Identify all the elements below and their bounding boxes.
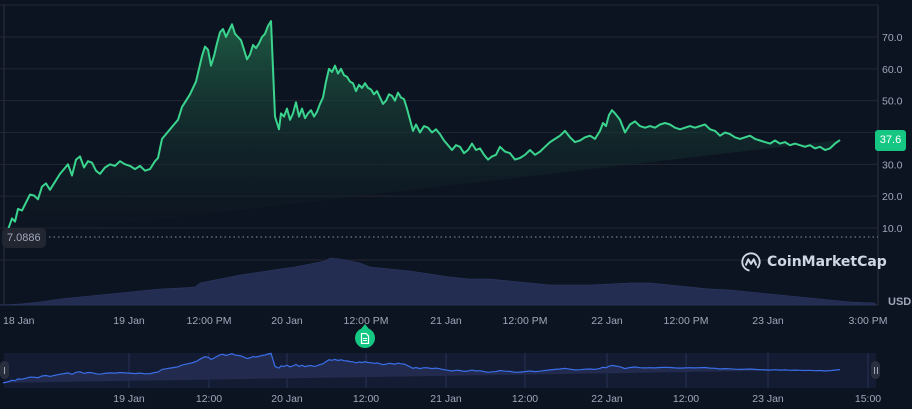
navigator-right-handle[interactable] xyxy=(871,361,880,379)
svg-text:23 Jan: 23 Jan xyxy=(752,393,784,405)
svg-text:18 Jan: 18 Jan xyxy=(3,315,35,327)
svg-text:19 Jan: 19 Jan xyxy=(113,315,145,327)
svg-text:21 Jan: 21 Jan xyxy=(430,315,462,327)
svg-text:22 Jan: 22 Jan xyxy=(591,315,623,327)
svg-text:22 Jan: 22 Jan xyxy=(591,393,623,405)
svg-text:12:00: 12:00 xyxy=(196,393,222,405)
navigator-left-handle[interactable] xyxy=(0,361,9,379)
coinmarketcap-logo: CoinMarketCap xyxy=(740,251,887,273)
navigator-line xyxy=(2,352,841,384)
svg-text:12:00: 12:00 xyxy=(673,393,699,405)
svg-text:19 Jan: 19 Jan xyxy=(113,393,145,405)
svg-text:20 Jan: 20 Jan xyxy=(271,315,303,327)
current-price-tag: 37.6 xyxy=(875,130,906,151)
svg-text:12:00 PM: 12:00 PM xyxy=(664,315,709,327)
x-axis: 18 Jan 19 Jan 12:00 PM 20 Jan 12:00 PM 21 Jan… xyxy=(3,315,888,327)
svg-text:12:00: 12:00 xyxy=(353,393,379,405)
svg-text:12:00 PM: 12:00 PM xyxy=(344,315,389,327)
svg-text:20.0: 20.0 xyxy=(882,191,903,203)
document-icon xyxy=(360,332,370,344)
svg-text:23 Jan: 23 Jan xyxy=(752,315,784,327)
svg-text:20 Jan: 20 Jan xyxy=(271,393,303,405)
navigator-area xyxy=(3,353,840,383)
svg-text:12:00 PM: 12:00 PM xyxy=(503,315,548,327)
price-area-fill xyxy=(3,21,840,238)
svg-text:12:00: 12:00 xyxy=(512,393,538,405)
volume-bars xyxy=(0,257,876,306)
svg-text:50.0: 50.0 xyxy=(882,96,903,108)
svg-text:21 Jan: 21 Jan xyxy=(430,393,462,405)
coinmarketcap-icon xyxy=(741,252,761,272)
price-line xyxy=(2,20,841,238)
svg-text:70.0: 70.0 xyxy=(882,32,903,44)
svg-text:15:00: 15:00 xyxy=(855,393,881,405)
currency-label: USD xyxy=(888,296,912,308)
svg-text:12:00 PM: 12:00 PM xyxy=(187,315,232,327)
event-marker[interactable] xyxy=(355,324,375,348)
svg-text:3:00 PM: 3:00 PM xyxy=(848,315,887,327)
svg-text:30.0: 30.0 xyxy=(882,159,903,171)
navigator-x-axis: 19 Jan 12:00 20 Jan 12:00 21 Jan 12:00 22 Jan 1… xyxy=(113,393,881,405)
logo-text: CoinMarketCap xyxy=(767,254,887,270)
svg-text:60.0: 60.0 xyxy=(882,64,903,76)
svg-text:10.0: 10.0 xyxy=(882,223,903,235)
y-axis: 10.0 20.0 30.0 50.0 60.0 70.0 xyxy=(882,32,903,235)
start-price-label: 7.0886 xyxy=(2,228,46,248)
